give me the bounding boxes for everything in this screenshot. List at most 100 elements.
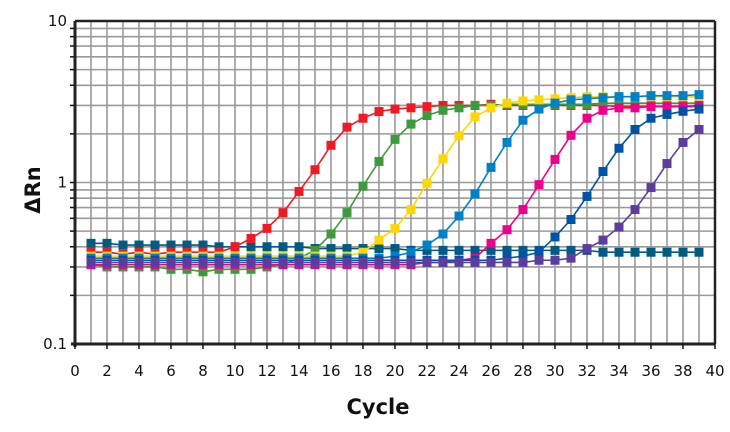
x-tick-label: 22 bbox=[417, 362, 436, 380]
data-point bbox=[534, 255, 544, 265]
x-tick-label: 18 bbox=[353, 362, 372, 380]
x-tick-label: 8 bbox=[198, 362, 208, 380]
data-point bbox=[630, 205, 640, 215]
data-point bbox=[406, 205, 416, 215]
data-point bbox=[678, 137, 688, 147]
data-point bbox=[390, 134, 400, 144]
data-point bbox=[326, 229, 336, 239]
data-point bbox=[470, 100, 480, 110]
data-point bbox=[518, 96, 528, 106]
x-tick-label: 36 bbox=[641, 362, 660, 380]
data-point bbox=[182, 240, 192, 250]
data-point bbox=[694, 104, 704, 114]
data-point bbox=[566, 95, 576, 105]
data-point bbox=[518, 251, 528, 261]
data-point bbox=[614, 143, 624, 153]
data-point bbox=[246, 264, 256, 274]
data-point bbox=[214, 242, 224, 252]
data-point bbox=[390, 223, 400, 233]
x-tick-label: 24 bbox=[449, 362, 468, 380]
data-point bbox=[294, 242, 304, 252]
axes: 0 2 4 6 8 10 12 14 16 18 20 22 24 26 28 30 32 34 36 38 400.1… bbox=[43, 12, 724, 380]
data-point bbox=[502, 137, 512, 147]
data-point bbox=[422, 245, 432, 255]
data-point bbox=[470, 189, 480, 199]
data-point bbox=[422, 178, 432, 188]
data-point bbox=[694, 90, 704, 100]
x-tick-label: 2 bbox=[102, 362, 112, 380]
data-point bbox=[662, 159, 672, 169]
data-point bbox=[198, 240, 208, 250]
data-point bbox=[582, 99, 592, 109]
data-point bbox=[502, 257, 512, 267]
x-tick-label: 16 bbox=[321, 362, 340, 380]
series-7 bbox=[86, 124, 704, 267]
data-point bbox=[582, 191, 592, 201]
data-point bbox=[598, 105, 608, 115]
data-point bbox=[566, 215, 576, 225]
y-tick-label: 1 bbox=[57, 174, 67, 192]
data-point bbox=[230, 257, 240, 267]
data-point bbox=[646, 91, 656, 101]
data-point bbox=[678, 247, 688, 257]
data-point bbox=[518, 115, 528, 125]
data-point bbox=[214, 264, 224, 274]
y-axis-label: ΔRn bbox=[21, 166, 45, 213]
data-point bbox=[390, 104, 400, 114]
data-point bbox=[566, 253, 576, 263]
data-point bbox=[262, 257, 272, 267]
data-point bbox=[166, 240, 176, 250]
data-point bbox=[662, 102, 672, 112]
data-point bbox=[454, 211, 464, 221]
data-point bbox=[310, 165, 320, 175]
data-point bbox=[566, 130, 576, 140]
x-tick-label: 40 bbox=[705, 362, 724, 380]
data-point bbox=[358, 113, 368, 123]
x-tick-label: 12 bbox=[257, 362, 276, 380]
data-point bbox=[422, 110, 432, 120]
data-point bbox=[486, 257, 496, 267]
data-point bbox=[262, 242, 272, 252]
data-point bbox=[406, 247, 416, 257]
data-point bbox=[230, 242, 240, 252]
data-point bbox=[598, 93, 608, 103]
data-point bbox=[646, 247, 656, 257]
data-point bbox=[422, 257, 432, 267]
data-point bbox=[550, 154, 560, 164]
data-point bbox=[374, 156, 384, 166]
data-point bbox=[646, 102, 656, 112]
data-point bbox=[262, 223, 272, 233]
data-point bbox=[246, 234, 256, 244]
data-point bbox=[694, 124, 704, 134]
data-point bbox=[438, 154, 448, 164]
data-point bbox=[326, 244, 336, 254]
data-point bbox=[310, 257, 320, 267]
data-point bbox=[534, 95, 544, 105]
data-point bbox=[422, 240, 432, 250]
data-point bbox=[390, 257, 400, 267]
data-point bbox=[518, 257, 528, 267]
series-group bbox=[86, 90, 704, 277]
data-point bbox=[358, 247, 368, 257]
data-point bbox=[454, 245, 464, 255]
data-point bbox=[342, 122, 352, 132]
data-point bbox=[294, 186, 304, 196]
data-point bbox=[326, 140, 336, 150]
data-point bbox=[502, 245, 512, 255]
data-point bbox=[598, 166, 608, 176]
x-axis-label: Cycle bbox=[347, 395, 410, 419]
data-point bbox=[598, 247, 608, 257]
data-point bbox=[502, 98, 512, 108]
data-point bbox=[342, 208, 352, 218]
data-point bbox=[438, 229, 448, 239]
data-point bbox=[278, 208, 288, 218]
data-point bbox=[486, 162, 496, 172]
x-tick-label: 10 bbox=[225, 362, 244, 380]
x-tick-label: 30 bbox=[545, 362, 564, 380]
data-point bbox=[438, 257, 448, 267]
data-point bbox=[550, 98, 560, 108]
data-point bbox=[566, 245, 576, 255]
data-point bbox=[102, 257, 112, 267]
data-point bbox=[662, 247, 672, 257]
